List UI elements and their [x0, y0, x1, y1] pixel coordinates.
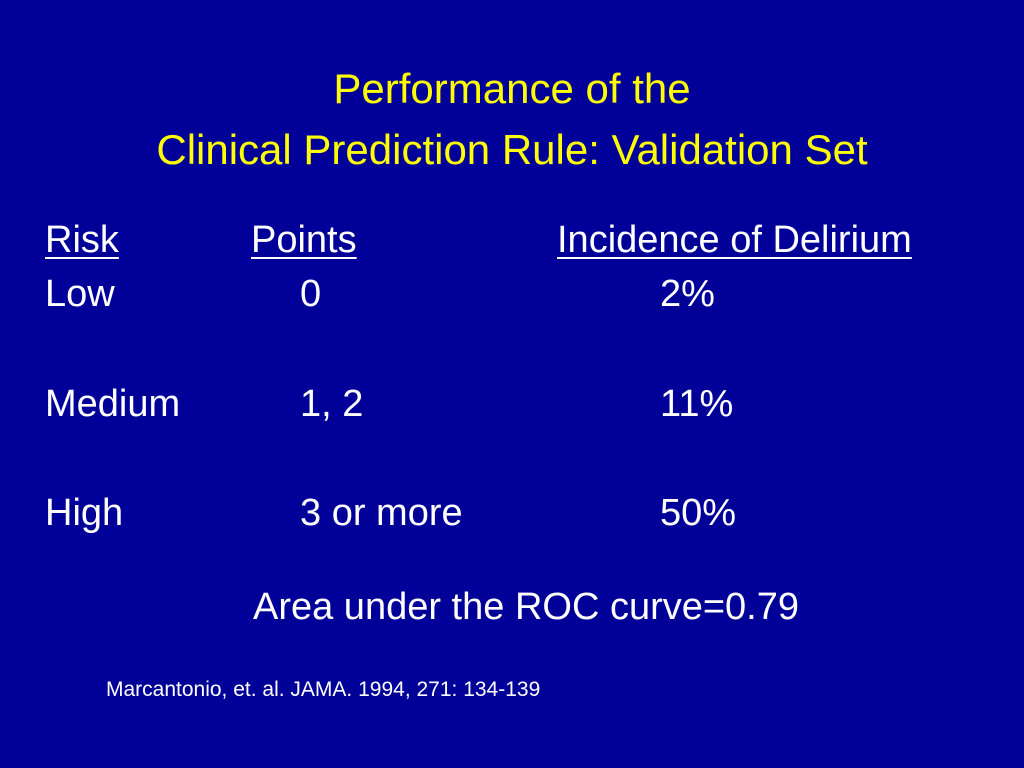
row-high-risk: High [45, 492, 124, 534]
row-medium-incidence: 11% [660, 383, 734, 425]
header-risk: Risk [45, 219, 119, 261]
auc-statement: Area under the ROC curve=0.79 [252, 586, 800, 628]
row-low-points: 0 [300, 273, 322, 315]
header-points: Points [251, 219, 357, 261]
header-incidence: Incidence of Delirium [557, 219, 912, 261]
slide-title-line-1: Performance of the [333, 65, 691, 112]
row-medium-points: 1, 2 [300, 383, 364, 425]
row-high-incidence: 50% [660, 492, 737, 534]
row-low-risk: Low [45, 273, 115, 315]
row-high-points: 3 or more [300, 492, 463, 534]
slide-title-line-2: Clinical Prediction Rule: Validation Set [156, 126, 868, 173]
row-low-incidence: 2% [660, 273, 715, 315]
citation: Marcantonio, et. al. JAMA. 1994, 271: 13… [106, 678, 541, 701]
row-medium-risk: Medium [45, 383, 181, 425]
